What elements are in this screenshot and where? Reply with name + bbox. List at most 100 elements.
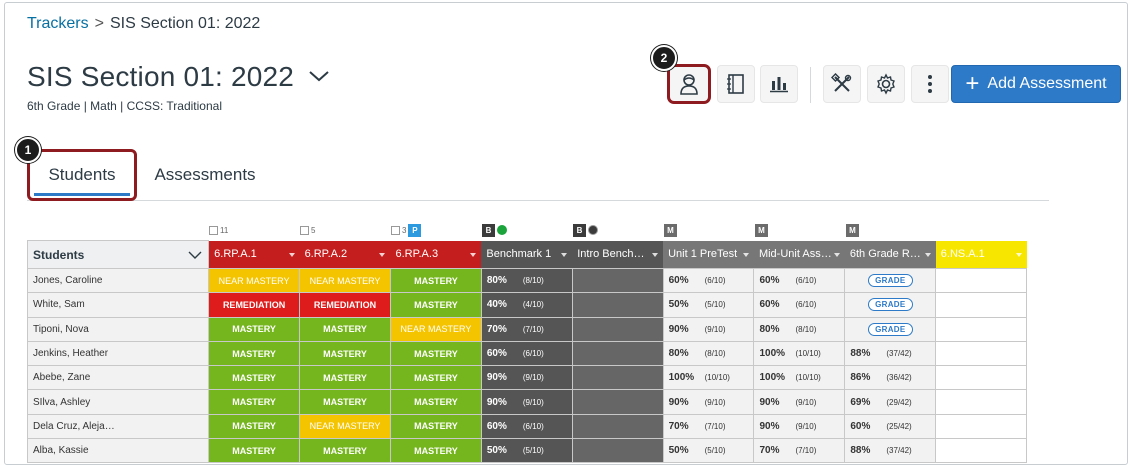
standard-score-cell[interactable]: MASTERY (208, 438, 301, 464)
student-view-button[interactable] (667, 64, 711, 104)
standard-score-cell[interactable]: NEAR MASTERY (299, 267, 391, 294)
empty-score-cell[interactable] (571, 389, 664, 415)
standard-score-cell[interactable]: REMEDIATION (208, 292, 301, 318)
column-header-c1[interactable]: 6.RP.A.1 (208, 240, 300, 269)
empty-score-cell[interactable] (935, 389, 1027, 415)
pretest-score-cell[interactable]: 70% (7/10) (662, 413, 755, 440)
empty-score-cell[interactable] (571, 267, 664, 294)
empty-score-cell[interactable] (571, 365, 664, 391)
pretest-score-cell[interactable]: 60% (6/10) (662, 267, 755, 294)
tab-students[interactable]: Students (27, 149, 137, 201)
column-header-c3[interactable]: 6.RP.A.3 (390, 240, 482, 269)
students-column-header[interactable]: Students (26, 240, 210, 269)
standard-score-cell[interactable]: MASTERY (208, 340, 301, 367)
mid-unit-score-cell[interactable]: 70% (7/10) (753, 438, 846, 464)
empty-score-cell[interactable] (571, 438, 664, 464)
empty-score-cell[interactable] (935, 292, 1027, 318)
mid-unit-score-cell[interactable]: 60% (6/10) (753, 292, 846, 318)
student-name-cell[interactable]: Tiponi, Nova (26, 316, 210, 342)
benchmark-score-cell[interactable]: 90% (9/10) (480, 365, 573, 391)
pretest-score-cell[interactable]: 90% (9/10) (662, 389, 755, 415)
benchmark-score-cell[interactable]: 70% (7/10) (480, 316, 573, 342)
add-assessment-button[interactable]: + Add Assessment (951, 65, 1121, 103)
grade-cell[interactable]: 86% (36/42) (844, 365, 937, 391)
standard-score-cell[interactable]: MASTERY (208, 413, 301, 440)
more-options-button[interactable] (911, 65, 949, 103)
column-header-c4[interactable]: Benchmark 1 (481, 240, 573, 269)
pretest-score-cell[interactable]: 50% (5/10) (662, 292, 755, 318)
column-header-c8[interactable]: 6th Grade R… (844, 240, 936, 269)
chevron-down-icon[interactable] (308, 69, 330, 88)
standard-score-cell[interactable]: MASTERY (389, 292, 482, 318)
mid-unit-score-cell[interactable]: 80% (8/10) (753, 316, 846, 342)
tab-assessments[interactable]: Assessments (154, 165, 256, 184)
empty-score-cell[interactable] (935, 267, 1027, 294)
pretest-score-cell[interactable]: 80% (8/10) (662, 340, 755, 367)
grade-cell[interactable]: 88% (37/42) (844, 438, 937, 464)
mid-unit-score-cell[interactable]: 90% (9/10) (753, 413, 846, 440)
standard-score-cell[interactable]: NEAR MASTERY (208, 267, 301, 294)
student-name-cell[interactable]: SIlva, Ashley (26, 389, 210, 415)
standard-score-cell[interactable]: MASTERY (208, 389, 301, 415)
standard-score-cell[interactable]: MASTERY (389, 438, 482, 464)
student-name-cell[interactable]: Dela Cruz, Aleja… (26, 413, 210, 440)
column-header-c6[interactable]: Unit 1 PreTest (663, 240, 754, 269)
standard-score-cell[interactable]: NEAR MASTERY (299, 413, 391, 440)
benchmark-score-cell[interactable]: 50% (5/10) (480, 438, 573, 464)
student-name-cell[interactable]: Alba, Kassie (26, 438, 210, 464)
standard-score-cell[interactable]: MASTERY (389, 267, 482, 294)
empty-score-cell[interactable] (571, 340, 664, 367)
standard-score-cell[interactable]: MASTERY (208, 365, 301, 391)
benchmark-score-cell[interactable]: 60% (6/10) (480, 340, 573, 367)
standard-score-cell[interactable]: MASTERY (389, 340, 482, 367)
mid-unit-score-cell[interactable]: 60% (6/10) (753, 267, 846, 294)
grade-button[interactable]: GRADE (868, 322, 913, 336)
empty-score-cell[interactable] (935, 365, 1027, 391)
grade-cell[interactable]: 88% (37/42) (844, 340, 937, 367)
standard-score-cell[interactable]: MASTERY (299, 340, 391, 367)
standard-score-cell[interactable]: NEAR MASTERY (389, 316, 482, 342)
standard-score-cell[interactable]: MASTERY (299, 389, 391, 415)
student-name-cell[interactable]: Jenkins, Heather (26, 340, 210, 367)
standard-score-cell[interactable]: MASTERY (389, 389, 482, 415)
standard-score-cell[interactable]: MASTERY (299, 316, 391, 342)
column-header-c9[interactable]: 6.NS.A.1 (935, 240, 1027, 269)
empty-score-cell[interactable] (935, 438, 1027, 464)
column-header-c2[interactable]: 6.RP.A.2 (299, 240, 391, 269)
benchmark-score-cell[interactable]: 40% (4/10) (480, 292, 573, 318)
grade-button[interactable]: GRADE (868, 274, 913, 288)
empty-score-cell[interactable] (571, 413, 664, 440)
empty-score-cell[interactable] (571, 292, 664, 318)
pretest-score-cell[interactable]: 50% (5/10) (662, 438, 755, 464)
standard-score-cell[interactable]: MASTERY (389, 413, 482, 440)
student-name-cell[interactable]: White, Sam (26, 292, 210, 318)
settings-button[interactable] (867, 65, 905, 103)
pretest-score-cell[interactable]: 100% (10/10) (662, 365, 755, 391)
tools-button[interactable] (823, 65, 861, 103)
benchmark-score-cell[interactable]: 90% (9/10) (480, 389, 573, 415)
benchmark-score-cell[interactable]: 80% (8/10) (480, 267, 573, 294)
mid-unit-score-cell[interactable]: 100% (10/10) (753, 365, 846, 391)
empty-score-cell[interactable] (935, 340, 1027, 367)
column-header-c5[interactable]: Intro Bench… (572, 240, 664, 269)
standard-score-cell[interactable]: MASTERY (299, 438, 391, 464)
benchmark-score-cell[interactable]: 60% (6/10) (480, 413, 573, 440)
standard-score-cell[interactable]: MASTERY (208, 316, 301, 342)
grade-cell[interactable]: 60% (25/42) (844, 413, 937, 440)
student-name-cell[interactable]: Jones, Caroline (26, 267, 210, 294)
standard-score-cell[interactable]: MASTERY (389, 365, 482, 391)
pretest-score-cell[interactable]: 90% (9/10) (662, 316, 755, 342)
standard-score-cell[interactable]: REMEDIATION (299, 292, 391, 318)
breadcrumb-trackers-link[interactable]: Trackers (27, 15, 89, 32)
grade-cell[interactable]: 69% (29/42) (844, 389, 937, 415)
reports-button[interactable] (760, 65, 798, 103)
grade-button[interactable]: GRADE (868, 298, 913, 312)
mid-unit-score-cell[interactable]: 90% (9/10) (753, 389, 846, 415)
empty-score-cell[interactable] (935, 413, 1027, 440)
notebook-button[interactable] (717, 65, 755, 103)
empty-score-cell[interactable] (935, 316, 1027, 342)
empty-score-cell[interactable] (571, 316, 664, 342)
standard-score-cell[interactable]: MASTERY (299, 365, 391, 391)
mid-unit-score-cell[interactable]: 100% (10/10) (753, 340, 846, 367)
column-header-c7[interactable]: Mid-Unit Ass… (753, 240, 845, 269)
